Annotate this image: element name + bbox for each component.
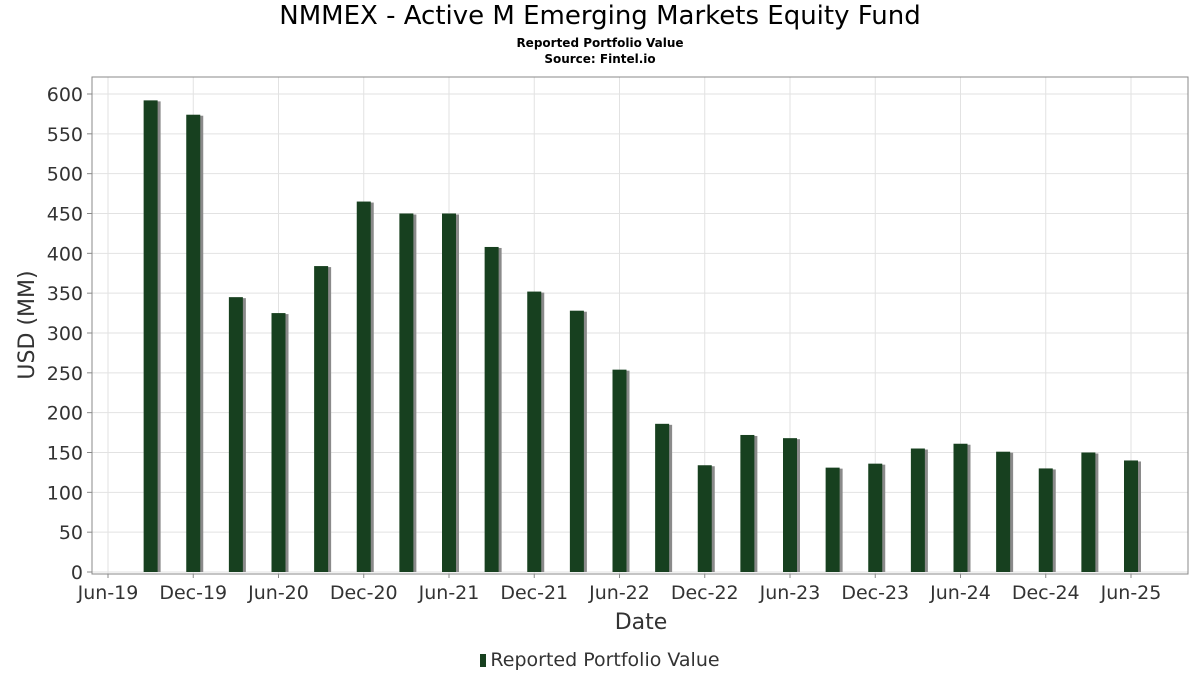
legend: Reported Portfolio Value: [0, 649, 1200, 671]
bar: [314, 266, 329, 572]
x-tick-label: Dec-22: [671, 582, 739, 604]
bar: [697, 465, 712, 572]
bar: [1038, 468, 1053, 572]
x-tick-label: Dec-24: [1012, 582, 1080, 604]
y-tick-label: 400: [47, 243, 83, 265]
bar: [442, 213, 456, 572]
bar: [868, 463, 883, 572]
bar: [569, 310, 584, 572]
bar: [527, 291, 542, 572]
bars: [143, 100, 1141, 573]
x-tick-label: Jun-20: [247, 582, 309, 604]
bar: [228, 297, 243, 572]
chart-source: Source: Fintel.io: [544, 52, 656, 66]
y-tick-label: 0: [71, 562, 83, 584]
y-tick-label: 300: [47, 323, 83, 345]
x-tick-label: Jun-23: [759, 582, 821, 604]
y-axis-label: USD (MM): [15, 270, 40, 379]
y-tick-label: 450: [47, 204, 83, 226]
bar: [186, 114, 201, 573]
y-tick-label: 200: [47, 403, 83, 425]
x-tick-label: Jun-19: [77, 582, 139, 604]
y-tick-label: 150: [47, 443, 83, 465]
legend-label: Reported Portfolio Value: [490, 649, 720, 671]
x-tick-label: Dec-23: [841, 582, 909, 604]
chart-title: NMMEX - Active M Emerging Markets Equity…: [279, 1, 921, 31]
bar: [783, 438, 797, 572]
y-tick-label: 600: [47, 84, 83, 106]
y-tick-label: 100: [47, 482, 83, 504]
y-tick-label: 550: [47, 124, 83, 146]
axes: 0 50 100 150 200 250 300 350 400 450 500 550 600 Jun-…: [47, 84, 1162, 604]
y-tick-label: 250: [47, 363, 83, 385]
bar: [612, 369, 627, 572]
bar: [484, 246, 499, 572]
bar: [740, 434, 755, 572]
x-tick-label: Jun-21: [418, 582, 480, 604]
bar: [399, 213, 414, 572]
legend-swatch: [480, 654, 487, 667]
grid-lines: [92, 77, 1188, 574]
bar: [1124, 460, 1138, 572]
bar: [356, 201, 371, 573]
bar: [825, 467, 840, 572]
bar: [655, 423, 670, 572]
x-tick-label: Jun-22: [588, 582, 650, 604]
bar: [271, 313, 286, 572]
x-tick-label: Dec-21: [500, 582, 568, 604]
x-tick-label: Jun-24: [929, 582, 991, 604]
bar: [143, 100, 158, 572]
bar: [910, 448, 925, 572]
chart-subtitle: Reported Portfolio Value: [516, 36, 684, 50]
y-tick-label: 500: [47, 164, 83, 186]
x-tick-label: Jun-25: [1100, 582, 1162, 604]
bar: [953, 443, 968, 572]
bar: [1081, 452, 1096, 572]
y-tick-label: 350: [47, 283, 83, 305]
x-tick-label: Dec-19: [159, 582, 227, 604]
y-tick-label: 50: [59, 522, 83, 544]
x-tick-label: Dec-20: [330, 582, 398, 604]
plot-area-border: [91, 76, 1189, 575]
bar: [996, 451, 1011, 572]
x-axis-label: Date: [615, 610, 668, 635]
